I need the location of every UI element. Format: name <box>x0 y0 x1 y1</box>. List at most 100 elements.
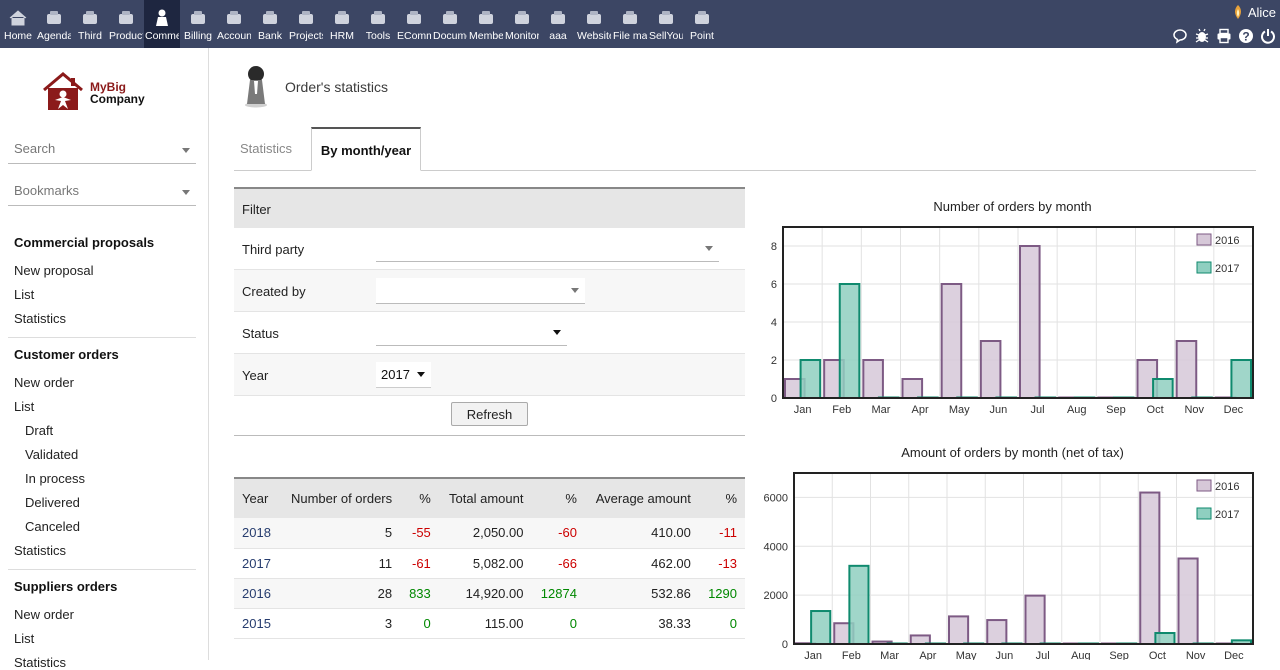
menu-item-billing[interactable]: Billing <box>180 0 216 48</box>
menu-item-projects[interactable]: Projects <box>288 0 324 48</box>
menu-item-agenda[interactable]: Agenda <box>36 0 72 48</box>
menu-label: Third <box>78 30 102 42</box>
bug-icon[interactable] <box>1194 28 1210 44</box>
cell-avg-pct: -11 <box>698 518 745 549</box>
menu-item-file-manager[interactable]: File manager <box>612 0 648 48</box>
aaa-icon <box>548 8 568 26</box>
search-select[interactable]: Search <box>8 138 196 164</box>
tab-statistics[interactable]: Statistics <box>240 141 293 156</box>
orders-amount-chart-svg: 0 2000 4000 6000 Jan Feb Mar Apr May Jun Jul Aug Sep… <box>764 472 1254 660</box>
logout-icon[interactable] <box>1260 28 1276 44</box>
menu-item-accounting[interactable]: Accounting <box>216 0 252 48</box>
bar-2016-apr <box>901 378 924 399</box>
chart-title: Number of orders by month <box>933 199 1092 214</box>
cell-total: 115.00 <box>438 608 532 639</box>
sidebar-item[interactable]: Statistics <box>14 311 67 326</box>
sidebar-item[interactable]: Canceled <box>25 519 80 534</box>
status-select[interactable] <box>376 320 567 346</box>
y-tick-label: 8 <box>771 241 777 253</box>
menu-item-products[interactable]: Products <box>108 0 144 48</box>
menu-item-aaa[interactable]: aaa <box>540 0 576 48</box>
created-by-select[interactable] <box>376 278 585 304</box>
chat-icon[interactable] <box>1172 28 1188 44</box>
sidebar-item[interactable]: List <box>14 631 35 646</box>
cell-year[interactable]: 2018 <box>234 518 281 549</box>
menu-item-home[interactable]: Home <box>0 0 36 48</box>
sidebar-item[interactable]: New proposal <box>14 263 94 278</box>
table-row: 2018 5 -55 2,050.00 -60 410.00 -11 <box>234 518 745 549</box>
cell-total-pct: -60 <box>531 518 585 549</box>
column-header: Total amount <box>438 477 532 518</box>
company-logo[interactable]: MyBig Company <box>42 70 162 112</box>
y-tick-label: 0 <box>771 393 777 405</box>
sidebar-section-title[interactable]: Suppliers orders <box>14 579 118 594</box>
main-menu: Home Agenda Third ProductsCommercial Billing… <box>0 0 720 48</box>
legend-label: 2017 <box>1215 263 1239 275</box>
x-tick-label: Sep <box>1109 650 1129 660</box>
year-select[interactable]: 2017 <box>376 362 431 388</box>
cell-count-pct: 833 <box>400 578 439 609</box>
sidebar-item[interactable]: List <box>14 399 35 414</box>
table-header-row: Year Number of orders% Total amount% Averag… <box>234 477 745 518</box>
menu-item-bank[interactable]: Bank <box>252 0 288 48</box>
menu-item-ecommerce[interactable]: ECommerce <box>396 0 432 48</box>
sidebar-item[interactable]: Statistics <box>14 655 67 670</box>
menu-item-websites[interactable]: Websites <box>576 0 612 48</box>
bar-2017-oct <box>1152 378 1174 399</box>
cell-year[interactable]: 2017 <box>234 548 281 579</box>
sidebar-section-title[interactable]: Commercial proposals <box>14 235 155 250</box>
sidebar-item[interactable]: Validated <box>25 447 79 462</box>
legend-label: 2017 <box>1215 509 1239 521</box>
menu-item-hrm[interactable]: HRM <box>324 0 360 48</box>
help-icon[interactable]: ? <box>1238 28 1254 44</box>
bar-2016-jul <box>1019 245 1041 399</box>
cell-total-pct: -66 <box>531 548 585 579</box>
tab-by-month-year[interactable]: By month/year <box>311 127 421 171</box>
sidebar-section-title[interactable]: Customer orders <box>14 347 119 362</box>
menu-item-tools[interactable]: Tools <box>360 0 396 48</box>
bar-2017-jan <box>799 359 822 399</box>
user-menu[interactable]: Alice <box>1232 4 1276 20</box>
orders-count-chart-svg: 0 2 4 6 8 Jan Feb Mar Apr May Jun Jul Aug Sep Oct Nov De… <box>771 226 1254 416</box>
sidebar-item[interactable]: Statistics <box>14 543 67 558</box>
status-label: Status <box>242 326 279 341</box>
cell-avg-pct: 1290 <box>698 578 745 609</box>
menu-label: Commercial <box>145 30 179 42</box>
sidebar-item[interactable]: New order <box>14 607 74 622</box>
print-icon[interactable] <box>1216 28 1232 44</box>
logo-line2: Company <box>90 92 145 106</box>
menu-label: File manager <box>613 30 647 42</box>
menu-item-sellyoursaas[interactable]: SellYourSaas <box>648 0 684 48</box>
x-tick-label: Dec <box>1224 404 1244 416</box>
cell-count-pct: 0 <box>400 608 439 639</box>
sidebar-item[interactable]: In process <box>25 471 85 486</box>
year-label: Year <box>242 368 269 383</box>
menu-item-documents[interactable]: Documents <box>432 0 468 48</box>
cell-year[interactable]: 2016 <box>234 578 281 609</box>
x-tick-label: Mar <box>880 650 899 660</box>
menu-item-point-of-sale[interactable]: Point <box>684 0 720 48</box>
menu-item-members[interactable]: Members <box>468 0 504 48</box>
legend-swatch <box>1196 261 1212 274</box>
menu-label: Monitoring <box>505 30 539 42</box>
menu-item-third-party[interactable]: Third <box>72 0 108 48</box>
cell-avg: 38.33 <box>584 608 699 639</box>
refresh-button[interactable]: Refresh <box>451 402 528 426</box>
sidebar-item[interactable]: List <box>14 287 35 302</box>
filter-row-third-party: Third party <box>234 228 745 270</box>
menu-label: Members <box>469 30 503 42</box>
filter-header: Filter <box>234 187 745 228</box>
cell-year[interactable]: 2015 <box>234 608 281 639</box>
cell-count-pct: -61 <box>400 548 439 579</box>
bookmarks-select[interactable]: Bookmarks <box>8 180 196 206</box>
plot-border <box>793 472 1254 645</box>
menu-item-monitoring[interactable]: Monitoring <box>504 0 540 48</box>
sidebar-item[interactable]: Delivered <box>25 495 80 510</box>
x-tick-label: Jan <box>794 404 812 416</box>
sidebar-item[interactable]: New order <box>14 375 74 390</box>
menu-item-commercial[interactable]: Commercial <box>144 0 180 48</box>
third-party-select[interactable] <box>376 236 719 262</box>
sidebar-item[interactable]: Draft <box>25 423 54 438</box>
svg-text:?: ? <box>1242 30 1249 44</box>
x-tick-label: Oct <box>1147 404 1164 416</box>
